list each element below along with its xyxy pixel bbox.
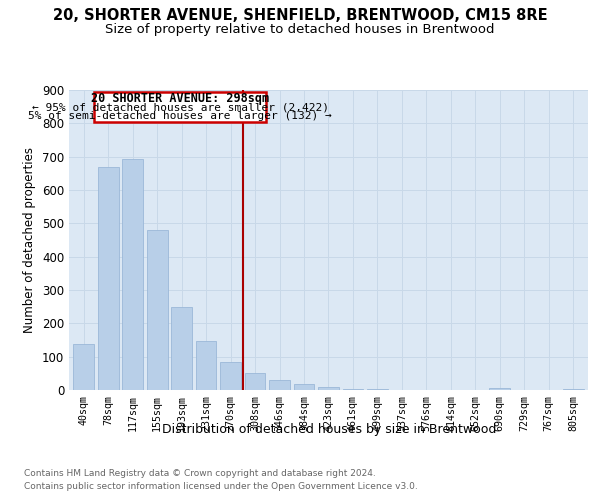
Bar (269, 380, 290, 390)
Text: 20 SHORTER AVENUE: 298sqm: 20 SHORTER AVENUE: 298sqm (91, 92, 269, 105)
Text: Distribution of detached houses by size in Brentwood: Distribution of detached houses by size … (161, 422, 496, 436)
Bar (318, 386, 339, 390)
Text: 5% of semi-detached houses are larger (132) →: 5% of semi-detached houses are larger (1… (28, 110, 332, 120)
Bar (245, 374, 265, 390)
Text: 20, SHORTER AVENUE, SHENFIELD, BRENTWOOD, CM15 8RE: 20, SHORTER AVENUE, SHENFIELD, BRENTWOOD… (53, 8, 547, 22)
Bar (293, 384, 314, 390)
Bar (147, 230, 167, 390)
Text: Contains HM Land Registry data © Crown copyright and database right 2024.: Contains HM Land Registry data © Crown c… (24, 468, 376, 477)
Y-axis label: Number of detached properties: Number of detached properties (23, 147, 37, 333)
Bar (196, 340, 217, 390)
Bar (343, 388, 364, 390)
FancyBboxPatch shape (94, 92, 266, 122)
Bar (220, 362, 241, 390)
Bar (98, 168, 119, 390)
Bar (171, 308, 192, 390)
Bar (490, 388, 510, 390)
Text: Size of property relative to detached houses in Brentwood: Size of property relative to detached ho… (105, 22, 495, 36)
Text: Contains public sector information licensed under the Open Government Licence v3: Contains public sector information licen… (24, 482, 418, 491)
Bar (122, 159, 143, 390)
Bar (73, 344, 94, 390)
Text: ← 95% of detached houses are smaller (2,422): ← 95% of detached houses are smaller (2,… (32, 102, 329, 113)
